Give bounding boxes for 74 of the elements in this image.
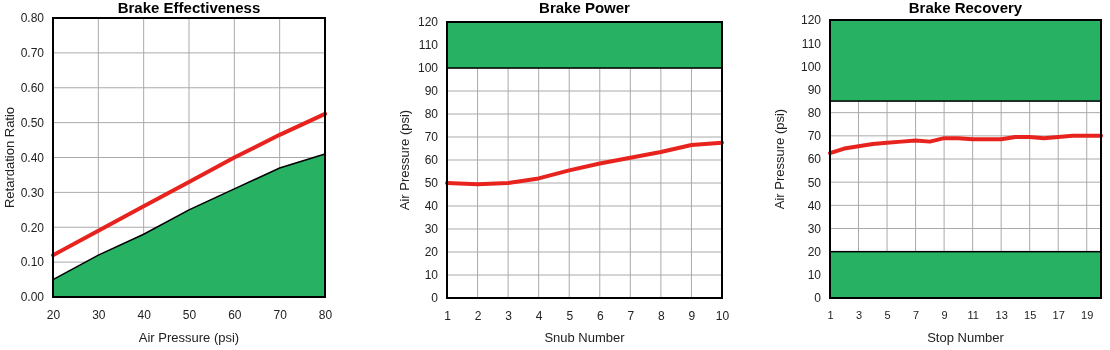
y-tick-label: 40: [424, 199, 439, 214]
y-tick-label: 60: [807, 152, 822, 167]
chart-title: Brake Effectiveness: [117, 0, 261, 16]
x-tick-label: 3: [505, 308, 513, 323]
y-tick-label: 40: [807, 198, 822, 213]
y-tick-label: 80: [807, 106, 822, 121]
y-tick-label: 110: [418, 38, 439, 53]
y-tick-label: 110: [801, 36, 822, 51]
chart-title: Brake Power: [539, 0, 631, 16]
y-tick-label: 0.60: [20, 81, 45, 96]
x-tick-label: 9: [941, 308, 948, 321]
x-tick-label: 13: [995, 308, 1008, 321]
x-tick-label: 70: [273, 307, 288, 322]
y-tick-label: 30: [807, 221, 822, 236]
y-tick-label: 50: [807, 175, 822, 190]
y-tick-label: 0.20: [20, 220, 45, 235]
y-tick-label: 0.00: [20, 290, 45, 305]
y-tick-label: 120: [800, 13, 822, 28]
y-tick-label: 100: [417, 61, 439, 76]
x-tick-label: 5: [566, 308, 574, 323]
y-tick-label: 0.40: [20, 150, 45, 165]
y-tick-label: 20: [807, 245, 822, 260]
x-tick-label: 17: [1052, 308, 1065, 321]
x-tick-label: 2: [474, 308, 482, 323]
x-tick-label: 1: [444, 308, 452, 323]
y-axis-title: Air Pressure (psi): [397, 109, 412, 211]
x-tick-label: 19: [1081, 308, 1094, 321]
y-tick-label: 0: [814, 291, 822, 306]
y-tick-label: 0.30: [20, 185, 45, 200]
y-tick-label: 0.80: [20, 11, 45, 26]
line-series: [828, 133, 1103, 156]
y-tick-label: 90: [807, 82, 822, 97]
x-axis-title: Air Pressure (psi): [138, 330, 240, 345]
y-tick-label: 70: [807, 129, 822, 144]
x-tick-label: 80: [318, 307, 333, 322]
x-tick-label: 8: [658, 308, 666, 323]
y-tick-label: 100: [800, 59, 822, 74]
y-tick-label: 120: [417, 15, 439, 30]
x-tick-label: 15: [1024, 308, 1037, 321]
x-tick-label: 40: [137, 307, 152, 322]
y-tick-label: 50: [424, 176, 439, 191]
x-tick-label: 7: [627, 308, 635, 323]
x-tick-label: 6: [596, 308, 604, 323]
x-tick-label: 50: [182, 307, 197, 322]
x-axis-title: Snub Number: [544, 330, 626, 345]
y-axis-title: Retardation Ratio: [2, 106, 17, 209]
line-series: [445, 140, 724, 187]
y-tick-label: 80: [424, 107, 439, 122]
y-axis-title: Air Pressure (psi): [772, 108, 787, 210]
x-tick-label: 7: [913, 308, 920, 321]
y-tick-label: 0: [431, 291, 439, 306]
x-tick-label: 1: [827, 308, 834, 321]
chart-title: Brake Recovery: [908, 0, 1023, 16]
x-tick-label: 5: [884, 308, 891, 321]
x-tick-label: 60: [228, 307, 242, 322]
x-axis-title: Stop Number: [927, 330, 1005, 345]
y-tick-label: 30: [424, 222, 439, 237]
y-tick-label: 0.50: [20, 115, 45, 130]
x-tick-label: 9: [688, 308, 696, 323]
x-tick-label: 10: [715, 308, 730, 323]
x-tick-label: 20: [46, 307, 61, 322]
y-tick-label: 70: [424, 130, 439, 145]
x-tick-label: 11: [967, 308, 979, 321]
line-series: [51, 111, 327, 258]
y-tick-label: 0.70: [20, 46, 45, 61]
y-tick-label: 0.10: [20, 255, 45, 270]
y-tick-label: 90: [424, 84, 439, 99]
x-tick-label: 3: [855, 308, 863, 321]
y-tick-label: 20: [424, 245, 439, 260]
y-tick-label: 10: [807, 268, 822, 283]
x-tick-label: 30: [92, 307, 106, 322]
y-tick-label: 60: [424, 153, 439, 168]
x-tick-label: 4: [535, 308, 543, 323]
y-tick-label: 10: [424, 268, 439, 283]
